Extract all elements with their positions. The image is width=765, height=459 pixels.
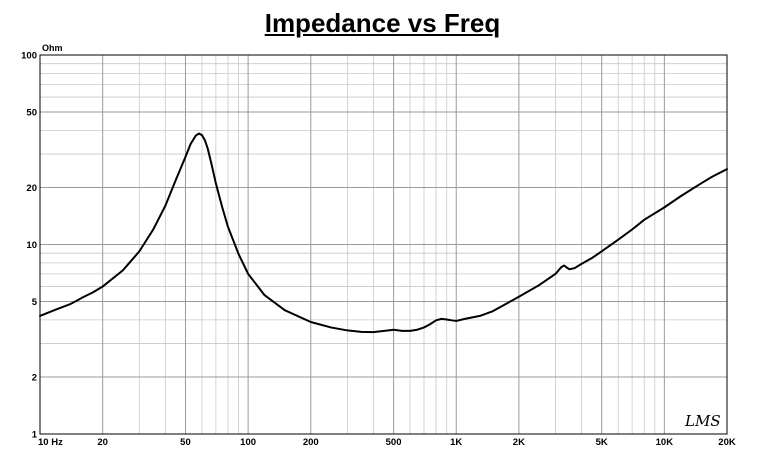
chart-title: Impedance vs Freq <box>264 8 501 38</box>
y-tick-label: 1 <box>32 430 38 441</box>
x-tick-label: 1K <box>450 437 462 448</box>
x-tick-label: 20K <box>718 437 736 448</box>
curve-layer <box>39 132 728 334</box>
x-tick-label: 100 <box>240 437 256 448</box>
x-axis-ticks: 10 Hz 20 50 100 200 500 1K 2K 5K 10K 20K <box>38 437 736 448</box>
y-unit-label: Ohm <box>42 43 63 53</box>
y-tick-label: 20 <box>26 183 37 194</box>
y-tick-label: 100 <box>21 51 37 62</box>
x-tick-label: 10K <box>656 437 674 448</box>
y-tick-label: 2 <box>32 372 37 383</box>
x-tick-label: 50 <box>180 437 191 448</box>
lms-logo: LMS <box>684 412 721 430</box>
impedance-curve <box>39 132 728 334</box>
x-tick-label: 500 <box>386 437 402 448</box>
y-axis-ticks: 1 2 5 10 20 50 100 <box>21 51 38 441</box>
y-tick-label: 50 <box>26 108 37 119</box>
y-tick-label: 10 <box>26 240 37 251</box>
x-tick-label: 2K <box>513 437 525 448</box>
plot-frame <box>39 54 728 435</box>
x-tick-label: 10 Hz <box>38 437 63 448</box>
y-tick-label: 5 <box>32 297 38 308</box>
x-tick-label: 200 <box>303 437 319 448</box>
x-tick-label: 20 <box>97 437 108 448</box>
x-tick-label: 5K <box>596 437 608 448</box>
